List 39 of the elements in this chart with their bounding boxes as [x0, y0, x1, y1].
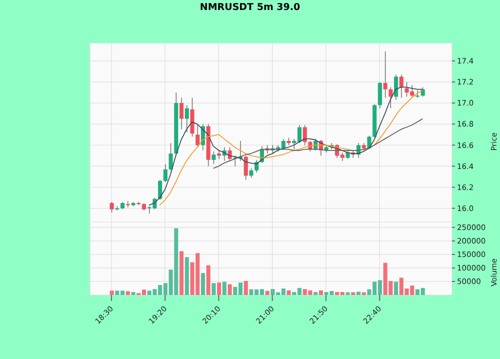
bar: [318, 290, 323, 295]
candlestick: [212, 151, 216, 164]
bar: [179, 251, 184, 295]
candlestick: [383, 51, 388, 98]
bar: [126, 291, 130, 295]
candlestick: [110, 202, 114, 213]
bar: [110, 290, 114, 295]
bar: [346, 292, 350, 295]
candlestick: [302, 124, 307, 146]
bar: [200, 273, 205, 295]
bar: [394, 282, 398, 295]
bar: [265, 290, 270, 295]
candlestick: [378, 82, 382, 109]
candlestick: [217, 150, 222, 160]
bar: [356, 292, 361, 295]
candlestick: [388, 86, 393, 109]
bar: [206, 265, 210, 295]
chart-title: NMRUSDT 5m 39.0: [198, 2, 302, 13]
candlestick: [394, 74, 398, 100]
candlestick: [415, 90, 420, 98]
candlestick: [196, 124, 200, 148]
bar: [184, 257, 189, 295]
candlestick: [179, 97, 184, 130]
bar: [131, 292, 136, 295]
bar: [217, 282, 222, 295]
bar: [222, 282, 226, 295]
bar: [212, 283, 216, 295]
candlestick: [399, 74, 404, 98]
candlestick: [184, 104, 189, 133]
bar: [244, 280, 248, 295]
bar: [286, 290, 291, 295]
bar: [228, 284, 232, 295]
bar: [362, 292, 366, 295]
bar: [314, 292, 318, 295]
bar: [351, 292, 356, 295]
candlestick: [249, 168, 254, 178]
candlestick: [163, 164, 168, 182]
candlestick: [158, 180, 162, 200]
candlestick: [168, 142, 173, 171]
